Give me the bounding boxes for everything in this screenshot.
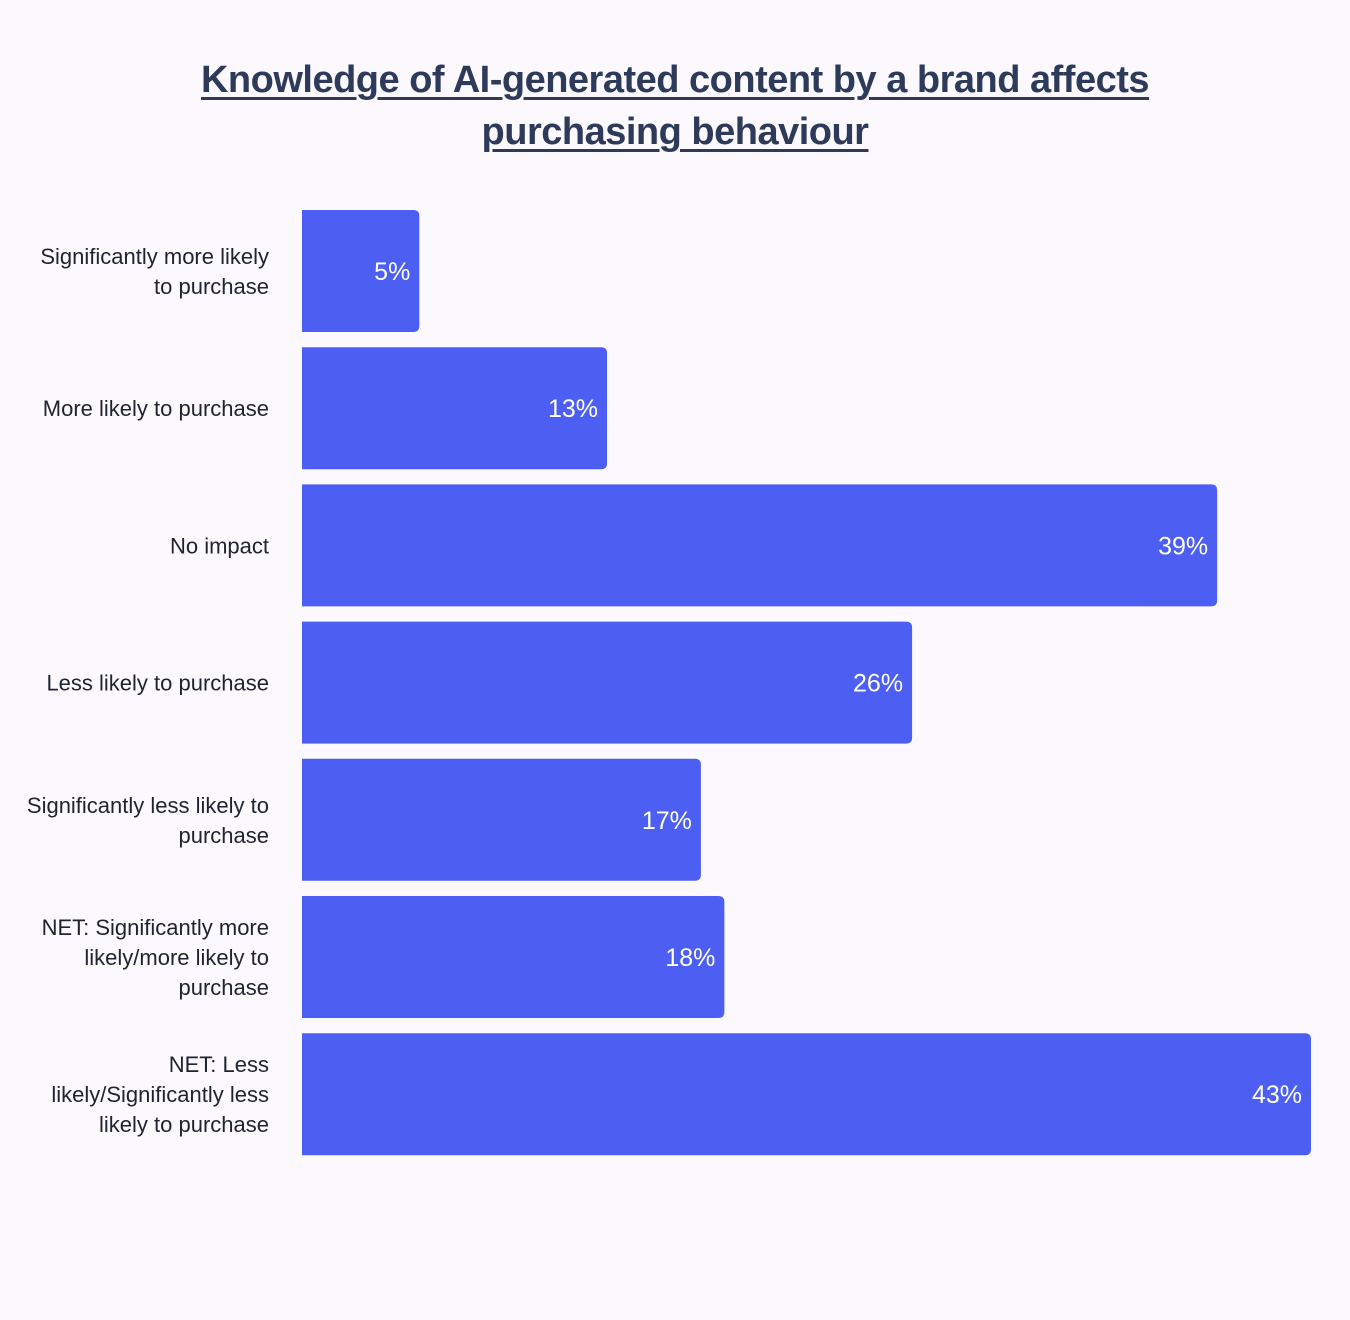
- bar-2: [302, 484, 1218, 607]
- value-label-0: 5%: [374, 258, 410, 286]
- category-label-line: No impact: [170, 533, 269, 558]
- value-labels-group: 5% 13% 39% 26% 17% 18% 43%: [374, 258, 1302, 1109]
- category-label-0: Significantly more likely to purchase: [40, 244, 269, 299]
- chart-title: Knowledge of AI-generated content by a b…: [200, 59, 1150, 153]
- category-label-line: Significantly less likely to: [27, 793, 269, 818]
- category-label-line: purchase: [178, 823, 269, 848]
- category-label-line: purchase: [178, 975, 269, 1000]
- bar-0: [302, 210, 420, 332]
- category-label-line: NET: Less: [169, 1052, 269, 1077]
- bar-4: [302, 758, 701, 881]
- bar-3: [302, 621, 913, 744]
- category-label-1: More likely to purchase: [43, 396, 269, 421]
- value-label-4: 17%: [642, 807, 692, 835]
- category-label-line: More likely to purchase: [43, 396, 269, 421]
- category-label-line: to purchase: [154, 274, 269, 299]
- bar-6: [302, 1033, 1311, 1156]
- value-label-2: 39%: [1158, 532, 1208, 560]
- value-label-3: 26%: [853, 670, 903, 698]
- category-label-6: NET: Less likely/Significantly less likely…: [51, 1052, 269, 1137]
- category-label-line: Significantly more likely: [40, 244, 269, 269]
- category-label-line: Less likely to purchase: [46, 671, 269, 696]
- category-label-3: Less likely to purchase: [46, 671, 269, 696]
- bar-5: [302, 896, 725, 1018]
- bar-1: [302, 347, 608, 470]
- value-label-5: 18%: [665, 944, 715, 972]
- bars-group: [302, 210, 1311, 1156]
- value-label-1: 13%: [548, 395, 598, 423]
- category-label-line: likely to purchase: [99, 1112, 269, 1137]
- category-labels-group: Significantly more likely to purchase More…: [27, 244, 269, 1137]
- category-label-2: No impact: [170, 533, 269, 558]
- category-label-line: likely/more likely to: [84, 945, 269, 970]
- category-label-line: likely/Significantly less: [51, 1082, 269, 1107]
- category-label-line: NET: Significantly more: [42, 915, 269, 940]
- category-label-5: NET: Significantly more likely/more likel…: [42, 915, 269, 1000]
- value-label-6: 43%: [1252, 1081, 1302, 1109]
- category-label-4: Significantly less likely to purchase: [27, 793, 269, 848]
